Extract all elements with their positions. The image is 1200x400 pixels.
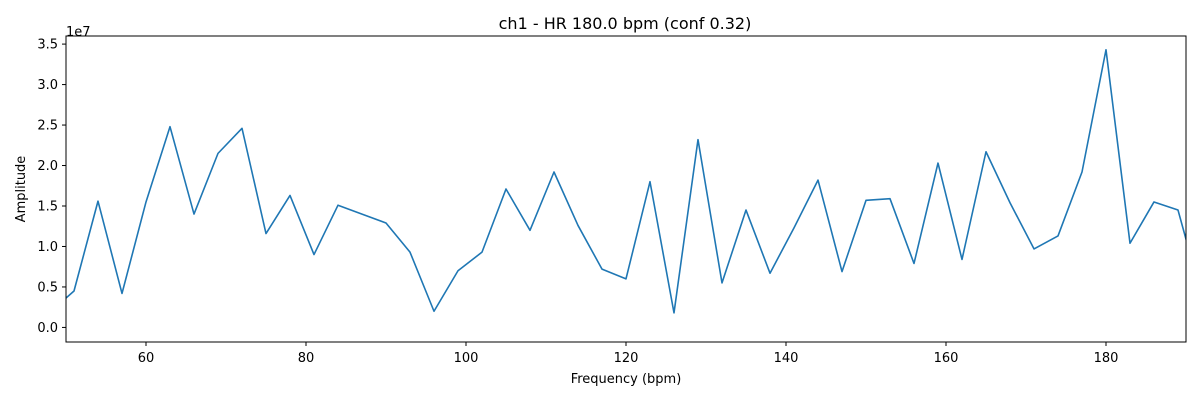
y-tick-label: 0.5 [37, 280, 58, 295]
y-offset-label: 1e7 [66, 25, 91, 40]
y-tick-label: 2.0 [37, 159, 58, 174]
x-tick-label: 60 [138, 351, 155, 366]
y-axis-ticks: 0.0 0.5 1.0 1.5 2.0 2.5 3.0 3.5 [37, 38, 66, 336]
y-tick-label: 1.0 [37, 240, 58, 255]
y-tick-label: 1.5 [37, 200, 58, 215]
y-axis-label: Amplitude [14, 156, 29, 223]
x-tick-label: 140 [774, 351, 799, 366]
y-tick-label: 3.5 [37, 38, 58, 53]
plot-frame [65, 35, 1187, 343]
x-tick-label: 120 [614, 351, 639, 366]
series-layer [66, 48, 1186, 314]
x-axis-label: Frequency (bpm) [571, 372, 682, 387]
y-tick-label: 0.0 [37, 321, 58, 336]
plot-area: 60 80 100 120 140 160 180 0.0 0.5 1.0 1.5 2.0 2.5 3.… [37, 35, 1187, 366]
x-tick-label: 160 [934, 351, 959, 366]
y-tick-label: 3.0 [37, 78, 58, 93]
x-axis-ticks: 60 80 100 120 140 160 180 [138, 342, 1119, 366]
chart-title: ch1 - HR 180.0 bpm (conf 0.32) [499, 14, 752, 33]
series-line-0 [66, 48, 1186, 314]
x-tick-label: 180 [1094, 351, 1119, 366]
y-tick-label: 2.5 [37, 119, 58, 134]
x-tick-label: 100 [454, 351, 479, 366]
x-tick-label: 80 [298, 351, 315, 366]
